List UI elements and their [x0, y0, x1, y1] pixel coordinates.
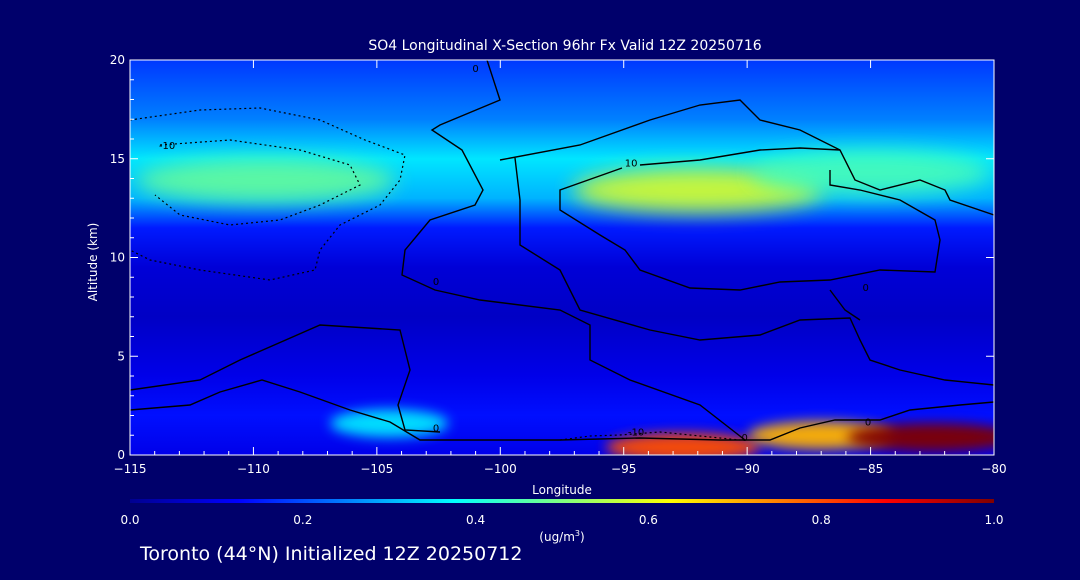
contour-zero-lower-west [130, 324, 441, 433]
colorbar-tick-label: 0.2 [293, 513, 312, 527]
hotspot-6 [847, 423, 994, 452]
contour-zero-east-mid [639, 147, 841, 166]
contour-ten [559, 167, 941, 291]
plot-area: 0 -10 10 0 0 0 -10 0 0 [129, 59, 995, 456]
contour-minus-ten-surface [559, 431, 741, 441]
y-tick-label: 5 [117, 349, 125, 363]
contour-label-3: 0 [433, 277, 439, 288]
contour-label-4: 0 [862, 283, 868, 294]
x-tick-label: −115 [114, 462, 147, 476]
hotspot-2 [750, 150, 991, 195]
x-tick-label: −85 [858, 462, 883, 476]
colorbar-tick-label: 0.8 [812, 513, 831, 527]
x-axis-label: Longitude [532, 483, 592, 497]
contour-zero-center [514, 157, 994, 386]
hotspot-0 [135, 158, 396, 203]
y-tick-label: 0 [117, 448, 125, 462]
colorbar-unit-label: (ug/m3) [539, 529, 584, 544]
contour-zero-upper-east [499, 99, 994, 216]
colorbar-tick-label: 0.4 [466, 513, 485, 527]
field-background [130, 60, 994, 455]
hotspot-3 [330, 409, 449, 438]
contour-label-7: 0 [741, 433, 747, 444]
y-axis-label: Altitude (km) [86, 223, 100, 302]
colorbar-tick-label: 0.0 [120, 513, 139, 527]
contour-zero-lower-east [829, 289, 861, 321]
y-tick-label: 20 [110, 53, 125, 67]
contour-label-5: 0 [433, 423, 439, 434]
x-tick-label: −100 [484, 462, 517, 476]
contour-label-0: 0 [472, 64, 478, 75]
contour-zero-west [401, 60, 746, 441]
colorbar-bar [130, 499, 994, 503]
contour-label-6: -10 [628, 427, 644, 438]
contour-lines-dotted [130, 107, 741, 441]
x-axis: −115 −110 −105 −100 −95 −90 −85 −80 [114, 60, 1007, 476]
contour-labels: 0 -10 10 0 0 0 -10 0 0 [159, 64, 871, 444]
x-tick-label: −110 [237, 462, 270, 476]
x-tick-label: −80 [981, 462, 1006, 476]
colorbar: 0.0 0.2 0.4 0.6 0.8 1.0 (ug/m3) [120, 499, 1004, 544]
colorbar-tick-label: 0.6 [639, 513, 658, 527]
y-tick-label: 10 [110, 251, 125, 265]
concentration-hotspots [135, 150, 994, 455]
contour-lines [130, 60, 994, 441]
x-tick-label: −90 [734, 462, 759, 476]
contour-label-2: 10 [625, 159, 638, 170]
footer-initialization-text: Toronto (44°N) Initialized 12Z 20250712 [140, 543, 523, 565]
colorbar-tick-label: 1.0 [984, 513, 1003, 527]
y-tick-label: 15 [110, 152, 125, 166]
chart-title: SO4 Longitudinal X-Section 96hr Fx Valid… [368, 38, 761, 54]
contour-minus-ten-upper [130, 107, 406, 281]
contour-label-8: 0 [865, 417, 871, 428]
contour-label-1: -10 [159, 141, 175, 152]
y-axis: 0 5 10 15 20 [110, 53, 994, 462]
x-tick-label: −105 [360, 462, 393, 476]
concentration-field [130, 60, 994, 455]
x-tick-label: −95 [611, 462, 636, 476]
colorbar-ticks: 0.0 0.2 0.4 0.6 0.8 1.0 [120, 513, 1003, 527]
contour-minus-ten-inner [154, 139, 361, 226]
